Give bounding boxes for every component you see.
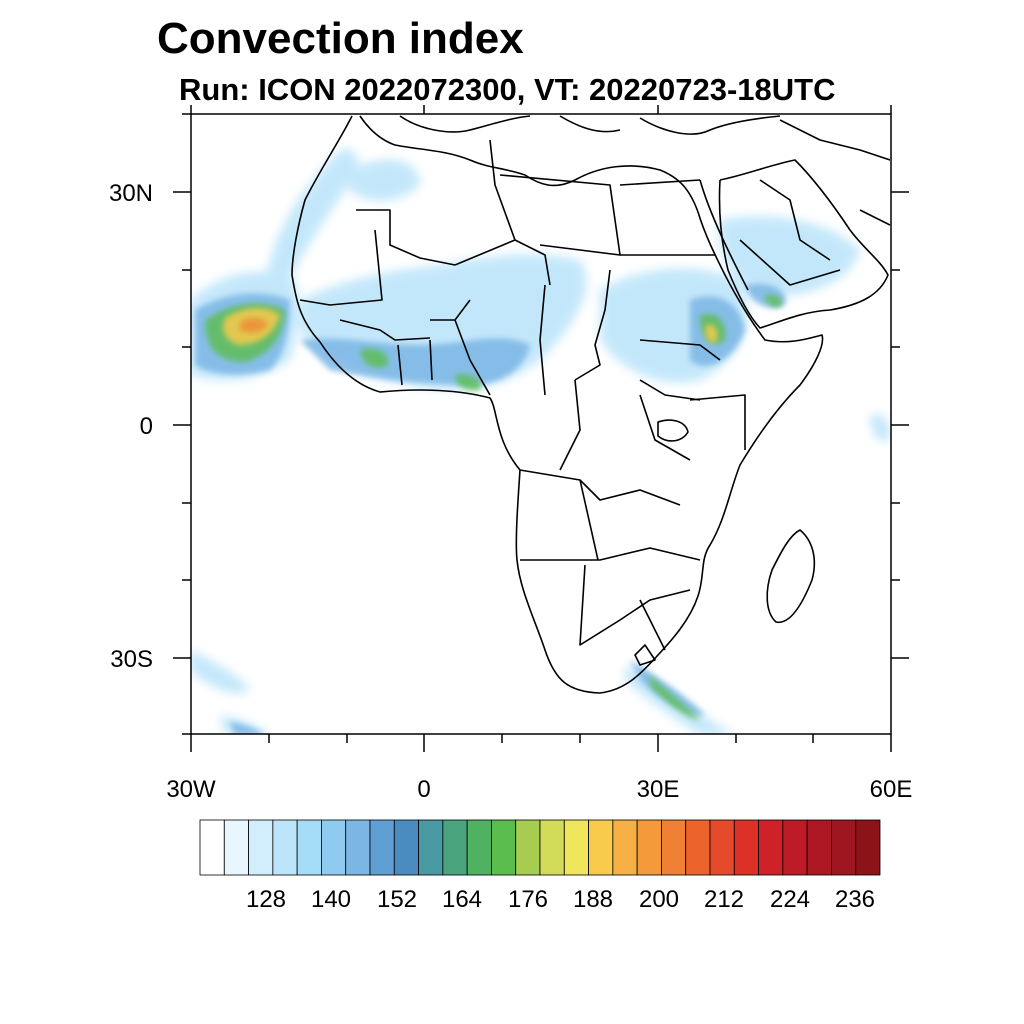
colorbar-swatch bbox=[806, 819, 832, 876]
colorbar-label: 200 bbox=[638, 886, 680, 913]
colorbar-swatch bbox=[588, 819, 614, 876]
colorbar-swatch bbox=[442, 819, 468, 876]
colorbar-swatch bbox=[612, 819, 638, 876]
chart-subtitle: Run: ICON 2022072300, VT: 20220723-18UTC bbox=[179, 72, 836, 107]
colorbar-swatch bbox=[491, 819, 517, 876]
colorbar-swatch bbox=[782, 819, 808, 876]
colorbar bbox=[199, 819, 881, 876]
lon-label-30w: 30W bbox=[166, 776, 216, 803]
convection-field-light bbox=[191, 149, 891, 734]
lon-label-60e: 60E bbox=[869, 776, 913, 803]
colorbar-swatch bbox=[685, 819, 711, 876]
coastlines-and-borders bbox=[291, 115, 891, 694]
colorbar-swatch bbox=[223, 819, 249, 876]
colorbar-swatch bbox=[539, 819, 565, 876]
colorbar-swatch bbox=[296, 819, 322, 876]
lon-label-30e: 30E bbox=[636, 776, 680, 803]
colorbar-label: 164 bbox=[441, 886, 483, 913]
colorbar-swatch bbox=[831, 819, 857, 876]
colorbar-swatch bbox=[418, 819, 444, 876]
colorbar-swatch bbox=[199, 819, 225, 876]
colorbar-swatch bbox=[733, 819, 759, 876]
colorbar-swatch bbox=[345, 819, 371, 876]
lat-label-30s: 30S bbox=[110, 646, 153, 673]
colorbar-swatch bbox=[466, 819, 492, 876]
colorbar-label: 188 bbox=[572, 886, 614, 913]
colorbar-swatch bbox=[321, 819, 347, 876]
colorbar-label: 212 bbox=[703, 886, 745, 913]
colorbar-label: 224 bbox=[769, 886, 811, 913]
lat-label-0: 0 bbox=[139, 413, 153, 440]
axis-ticks bbox=[173, 105, 909, 752]
colorbar-swatch bbox=[393, 819, 419, 876]
colorbar-swatch bbox=[855, 819, 881, 876]
convection-field-max bbox=[240, 318, 268, 333]
colorbar-label: 140 bbox=[310, 886, 352, 913]
colorbar-label: 176 bbox=[507, 886, 549, 913]
colorbar-swatch bbox=[661, 819, 687, 876]
colorbar-swatch bbox=[636, 819, 662, 876]
colorbar-swatch bbox=[272, 819, 298, 876]
colorbar-swatch bbox=[758, 819, 784, 876]
colorbar-swatch bbox=[709, 819, 735, 876]
lat-label-30n: 30N bbox=[108, 180, 153, 207]
colorbar-swatch bbox=[369, 819, 395, 876]
colorbar-label: 152 bbox=[376, 886, 418, 913]
colorbar-swatch bbox=[563, 819, 589, 876]
colorbar-swatch bbox=[248, 819, 274, 876]
colorbar-swatch bbox=[515, 819, 541, 876]
lon-label-0: 0 bbox=[417, 776, 431, 803]
colorbar-label: 128 bbox=[245, 886, 287, 913]
colorbar-label: 236 bbox=[834, 886, 876, 913]
chart-title: Convection index bbox=[157, 14, 524, 63]
map-frame bbox=[190, 113, 892, 735]
